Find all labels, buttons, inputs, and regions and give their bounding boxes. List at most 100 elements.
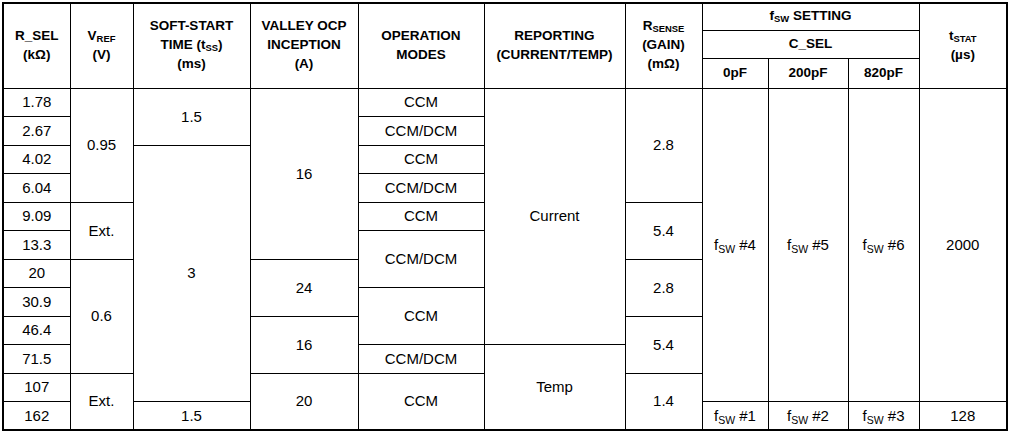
header-tstat-unit: (µs) — [922, 46, 1005, 65]
table-header: R_SEL (kΩ) VREF (V) SOFT-START TIME (tSS… — [3, 3, 1007, 88]
rsense-cell: 1.4 — [625, 373, 702, 430]
rsense-cell: 2.8 — [625, 259, 702, 316]
header-soft-start-line1: SOFT-START — [136, 17, 248, 36]
soft-start-cell: 1.5 — [133, 402, 250, 431]
rsense-cell: 5.4 — [625, 202, 702, 259]
header-csel: C_SEL — [702, 30, 919, 58]
fsw-0pf-cell: fSW #4 — [702, 88, 768, 402]
valley-ocp-cell: 16 — [250, 316, 358, 373]
header-cap-820pf: 820pF — [848, 58, 919, 88]
header-vref-base: V — [88, 28, 97, 43]
fsw-820pf-cell: fSW #3 — [848, 402, 919, 431]
header-rsense-line2: (GAIN) — [628, 36, 700, 55]
header-operation-line2: MODES — [361, 46, 482, 65]
operation-mode-cell: CCM — [358, 202, 484, 231]
operation-mode-cell: CCM/DCM — [358, 345, 484, 374]
header-tstat: tSTAT (µs) — [919, 3, 1007, 88]
fsw-number: #3 — [884, 407, 905, 424]
rsel-cell: 13.3 — [3, 231, 70, 260]
header-rsel-name: R_SEL — [6, 27, 68, 46]
header-soft-start: SOFT-START TIME (tSS) (ms) — [133, 3, 250, 88]
header-reporting-line2: (CURRENT/TEMP) — [487, 46, 623, 65]
fsw-number: #1 — [735, 407, 756, 424]
operation-mode-cell: CCM — [358, 373, 484, 430]
soft-start-cell: 3 — [133, 145, 250, 402]
tstat-cell: 2000 — [919, 88, 1007, 402]
fsw-number: #5 — [808, 236, 829, 253]
header-rsense-sub: SENSE — [652, 24, 684, 35]
vref-cell: 0.95 — [70, 88, 133, 202]
rsel-cell: 9.09 — [3, 202, 70, 231]
vref-cell: Ext. — [70, 202, 133, 259]
fsw-number: #6 — [884, 236, 905, 253]
header-reporting: REPORTING (CURRENT/TEMP) — [484, 3, 625, 88]
header-vref-unit: (V) — [73, 46, 131, 65]
header-vref-sub: REF — [97, 33, 116, 44]
vref-cell: 0.6 — [70, 259, 133, 373]
fsw-sub: SW — [791, 242, 808, 254]
header-cap-0pf: 0pF — [702, 58, 768, 88]
header-reporting-line1: REPORTING — [487, 27, 623, 46]
header-rsense: RSENSE (GAIN) (mΩ) — [625, 3, 702, 88]
header-valley-ocp: VALLEY OCP INCEPTION (A) — [250, 3, 358, 88]
operation-mode-cell: CCM/DCM — [358, 117, 484, 146]
header-operation-modes: OPERATION MODES — [358, 3, 484, 88]
header-tstat-sub: STAT — [953, 33, 976, 44]
fsw-number: #4 — [735, 236, 756, 253]
valley-ocp-cell: 24 — [250, 259, 358, 316]
header-fsw-setting: fSW SETTING — [702, 3, 919, 30]
rsel-cell: 30.9 — [3, 288, 70, 317]
header-cap-200pf: 200pF — [768, 58, 848, 88]
header-rsense-base: R — [643, 18, 653, 33]
spec-table: R_SEL (kΩ) VREF (V) SOFT-START TIME (tSS… — [2, 2, 1008, 431]
fsw-200pf-cell: fSW #5 — [768, 88, 848, 402]
header-valley-line2: INCEPTION — [253, 36, 356, 55]
header-soft-start-close: ) — [218, 37, 223, 52]
fsw-0pf-cell: fSW #1 — [702, 402, 768, 431]
header-valley-unit: (A) — [253, 55, 356, 74]
operation-mode-cell: CCM/DCM — [358, 231, 484, 288]
rsel-cell: 71.5 — [3, 345, 70, 374]
fsw-sub: SW — [867, 242, 884, 254]
rsense-cell: 2.8 — [625, 88, 702, 202]
header-rsel: R_SEL (kΩ) — [3, 3, 70, 88]
header-rsense-name: RSENSE — [628, 17, 700, 36]
vref-cell: Ext. — [70, 373, 133, 430]
table-body: 1.78 0.95 1.5 16 CCM Current 2.8 fSW #4 … — [3, 88, 1007, 430]
rsel-cell: 4.02 — [3, 145, 70, 174]
header-soft-start-base: TIME (t — [160, 37, 205, 52]
header-rsel-unit: (kΩ) — [6, 46, 68, 65]
reporting-cell: Current — [484, 88, 625, 345]
header-vref-name: VREF — [73, 27, 131, 46]
soft-start-cell: 1.5 — [133, 88, 250, 145]
operation-mode-cell: CCM — [358, 288, 484, 345]
operation-mode-cell: CCM/DCM — [358, 174, 484, 203]
header-vref: VREF (V) — [70, 3, 133, 88]
valley-ocp-cell: 16 — [250, 88, 358, 259]
rsel-cell: 1.78 — [3, 88, 70, 117]
header-row-1: R_SEL (kΩ) VREF (V) SOFT-START TIME (tSS… — [3, 3, 1007, 30]
header-soft-start-sub: SS — [205, 43, 218, 54]
header-soft-start-unit: (ms) — [136, 55, 248, 74]
fsw-820pf-cell: fSW #6 — [848, 88, 919, 402]
rsel-cell: 6.04 — [3, 174, 70, 203]
fsw-sub: SW — [867, 413, 884, 425]
reporting-cell: Temp — [484, 345, 625, 431]
fsw-sub: SW — [791, 413, 808, 425]
page: R_SEL (kΩ) VREF (V) SOFT-START TIME (tSS… — [0, 0, 1010, 433]
rsel-cell: 46.4 — [3, 316, 70, 345]
fsw-200pf-cell: fSW #2 — [768, 402, 848, 431]
header-rsense-unit: (mΩ) — [628, 55, 700, 74]
operation-mode-cell: CCM — [358, 88, 484, 117]
fsw-sub: SW — [718, 242, 735, 254]
rsel-cell: 107 — [3, 373, 70, 402]
valley-ocp-cell: 20 — [250, 373, 358, 430]
header-tstat-name: tSTAT — [922, 27, 1005, 46]
header-operation-line1: OPERATION — [361, 27, 482, 46]
fsw-number: #2 — [808, 407, 829, 424]
rsel-cell: 2.67 — [3, 117, 70, 146]
operation-mode-cell: CCM — [358, 145, 484, 174]
header-valley-line1: VALLEY OCP — [253, 17, 356, 36]
rsel-cell: 20 — [3, 259, 70, 288]
tstat-cell: 128 — [919, 402, 1007, 431]
